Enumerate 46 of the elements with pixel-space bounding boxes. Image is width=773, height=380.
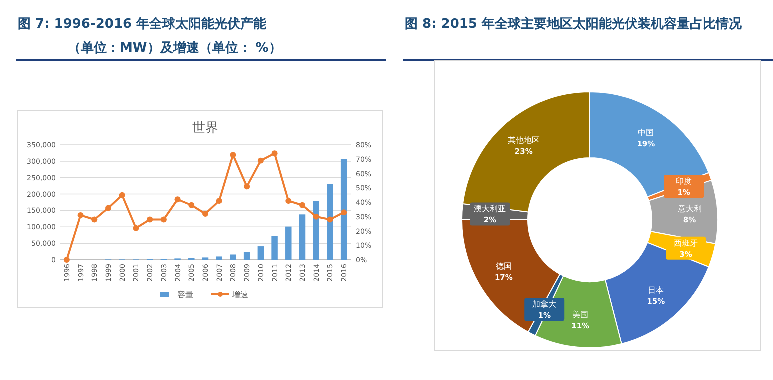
bar	[216, 256, 222, 260]
legend-label: 增速	[232, 290, 248, 300]
point	[272, 150, 278, 157]
point	[64, 257, 70, 263]
point	[244, 184, 250, 190]
bar	[313, 201, 320, 260]
point	[300, 202, 306, 208]
slice-label: 美国	[572, 310, 589, 320]
point	[202, 211, 208, 217]
point	[160, 216, 167, 223]
point	[258, 158, 264, 164]
slice-label: 中国	[638, 128, 654, 138]
point	[188, 202, 195, 208]
point	[133, 225, 140, 232]
point	[106, 205, 112, 212]
bar	[327, 184, 334, 260]
slice-label: 意大利	[676, 204, 702, 214]
point	[341, 210, 348, 216]
bar	[272, 236, 278, 260]
point	[174, 196, 181, 203]
bar	[230, 254, 236, 260]
slice-label: 加拿大	[532, 300, 557, 310]
chart-subtitle: （单位：MW）及增速（单位： %）	[68, 40, 282, 56]
point	[78, 212, 84, 218]
slice-label: 西班牙	[674, 238, 698, 248]
chart-title: 图 7: 1996-2016 年全球太阳能光伏产能	[18, 16, 268, 32]
slice-label: 其他地区	[508, 136, 540, 145]
bar	[258, 246, 264, 260]
bar	[286, 226, 292, 260]
point	[147, 216, 154, 223]
bar	[340, 159, 348, 260]
point	[119, 192, 126, 198]
bar	[299, 214, 306, 260]
legend-label: 容量	[178, 290, 194, 300]
point	[230, 152, 236, 158]
slice-label: 德国	[496, 262, 512, 271]
point	[92, 216, 98, 223]
chart-title: 图 8: 2015 年全球主要地区太阳能光伏装机容量占比情况	[405, 16, 744, 32]
point	[286, 198, 292, 204]
point	[216, 198, 222, 204]
text: 世界	[192, 121, 218, 136]
slice-label: 印度	[676, 177, 692, 186]
bar	[244, 252, 250, 260]
point	[313, 214, 320, 220]
point	[327, 216, 334, 223]
slice-label: 日本	[648, 286, 664, 296]
